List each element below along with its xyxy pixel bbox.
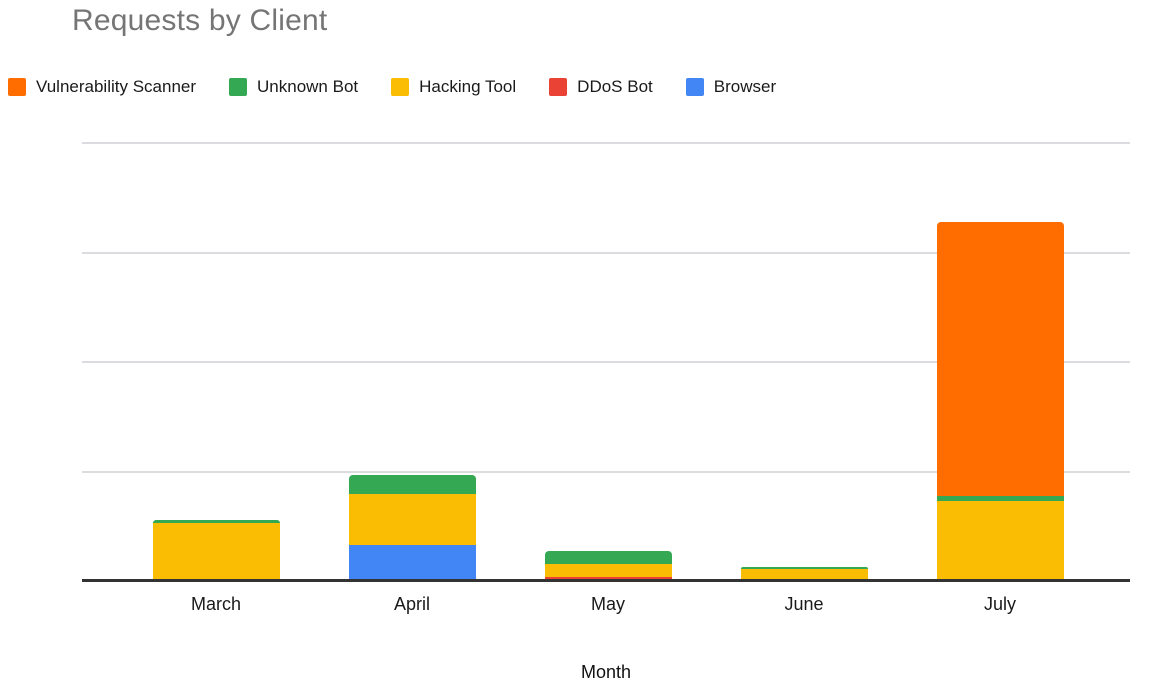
legend-label: Browser xyxy=(713,77,777,96)
x-axis-title: Month xyxy=(580,662,632,682)
x-tick-label-june: June xyxy=(784,594,824,614)
legend-item-unknown-bot: Unknown Bot xyxy=(229,77,358,97)
legend-label: Unknown Bot xyxy=(257,77,359,96)
legend-label: DDoS Bot xyxy=(577,77,653,96)
x-tick-label-march: March xyxy=(190,594,241,614)
bar-may-unknown-bot xyxy=(545,551,672,564)
x-tick-label-april: April xyxy=(393,594,430,614)
bar-july-hacking-tool xyxy=(937,501,1064,582)
bar-july-vulnerability-scanner xyxy=(937,222,1064,496)
legend-label: Hacking Tool xyxy=(419,77,517,96)
y-gridline xyxy=(82,471,1130,473)
x-axis-line xyxy=(82,579,1130,582)
bar-july-unknown-bot xyxy=(937,496,1064,501)
chart-title: Requests by Client xyxy=(72,4,328,37)
y-gridline xyxy=(82,361,1130,363)
legend-item-vulnerability-scanner: Vulnerability Scanner xyxy=(8,77,196,97)
x-tick-label-july: July xyxy=(983,594,1016,614)
legend: Vulnerability Scanner Unknown Bot Hacking … xyxy=(8,77,776,97)
legend-item-ddos-bot: DDoS Bot xyxy=(549,77,653,97)
y-gridline xyxy=(82,252,1130,254)
bar-april-hacking-tool xyxy=(349,494,476,545)
bar-april-unknown-bot xyxy=(349,475,476,494)
bar-march-hacking-tool xyxy=(153,523,280,582)
y-gridline xyxy=(82,142,1130,144)
legend-swatch-icon xyxy=(549,78,568,96)
x-tick-label-may: May xyxy=(590,594,625,614)
legend-swatch-icon xyxy=(8,78,26,96)
bar-april-browser xyxy=(349,545,476,582)
legend-swatch-icon xyxy=(685,78,704,96)
legend-item-hacking-tool: Hacking Tool xyxy=(391,77,516,97)
legend-label: Vulnerability Scanner xyxy=(36,77,197,96)
legend-swatch-icon xyxy=(229,78,248,96)
legend-item-browser: Browser xyxy=(685,77,777,97)
bar-june-hacking-tool xyxy=(741,569,868,582)
legend-swatch-icon xyxy=(391,78,410,96)
bar-may-hacking-tool xyxy=(545,564,672,577)
bar-june-unknown-bot xyxy=(741,567,868,569)
bar-march-unknown-bot xyxy=(153,520,280,523)
